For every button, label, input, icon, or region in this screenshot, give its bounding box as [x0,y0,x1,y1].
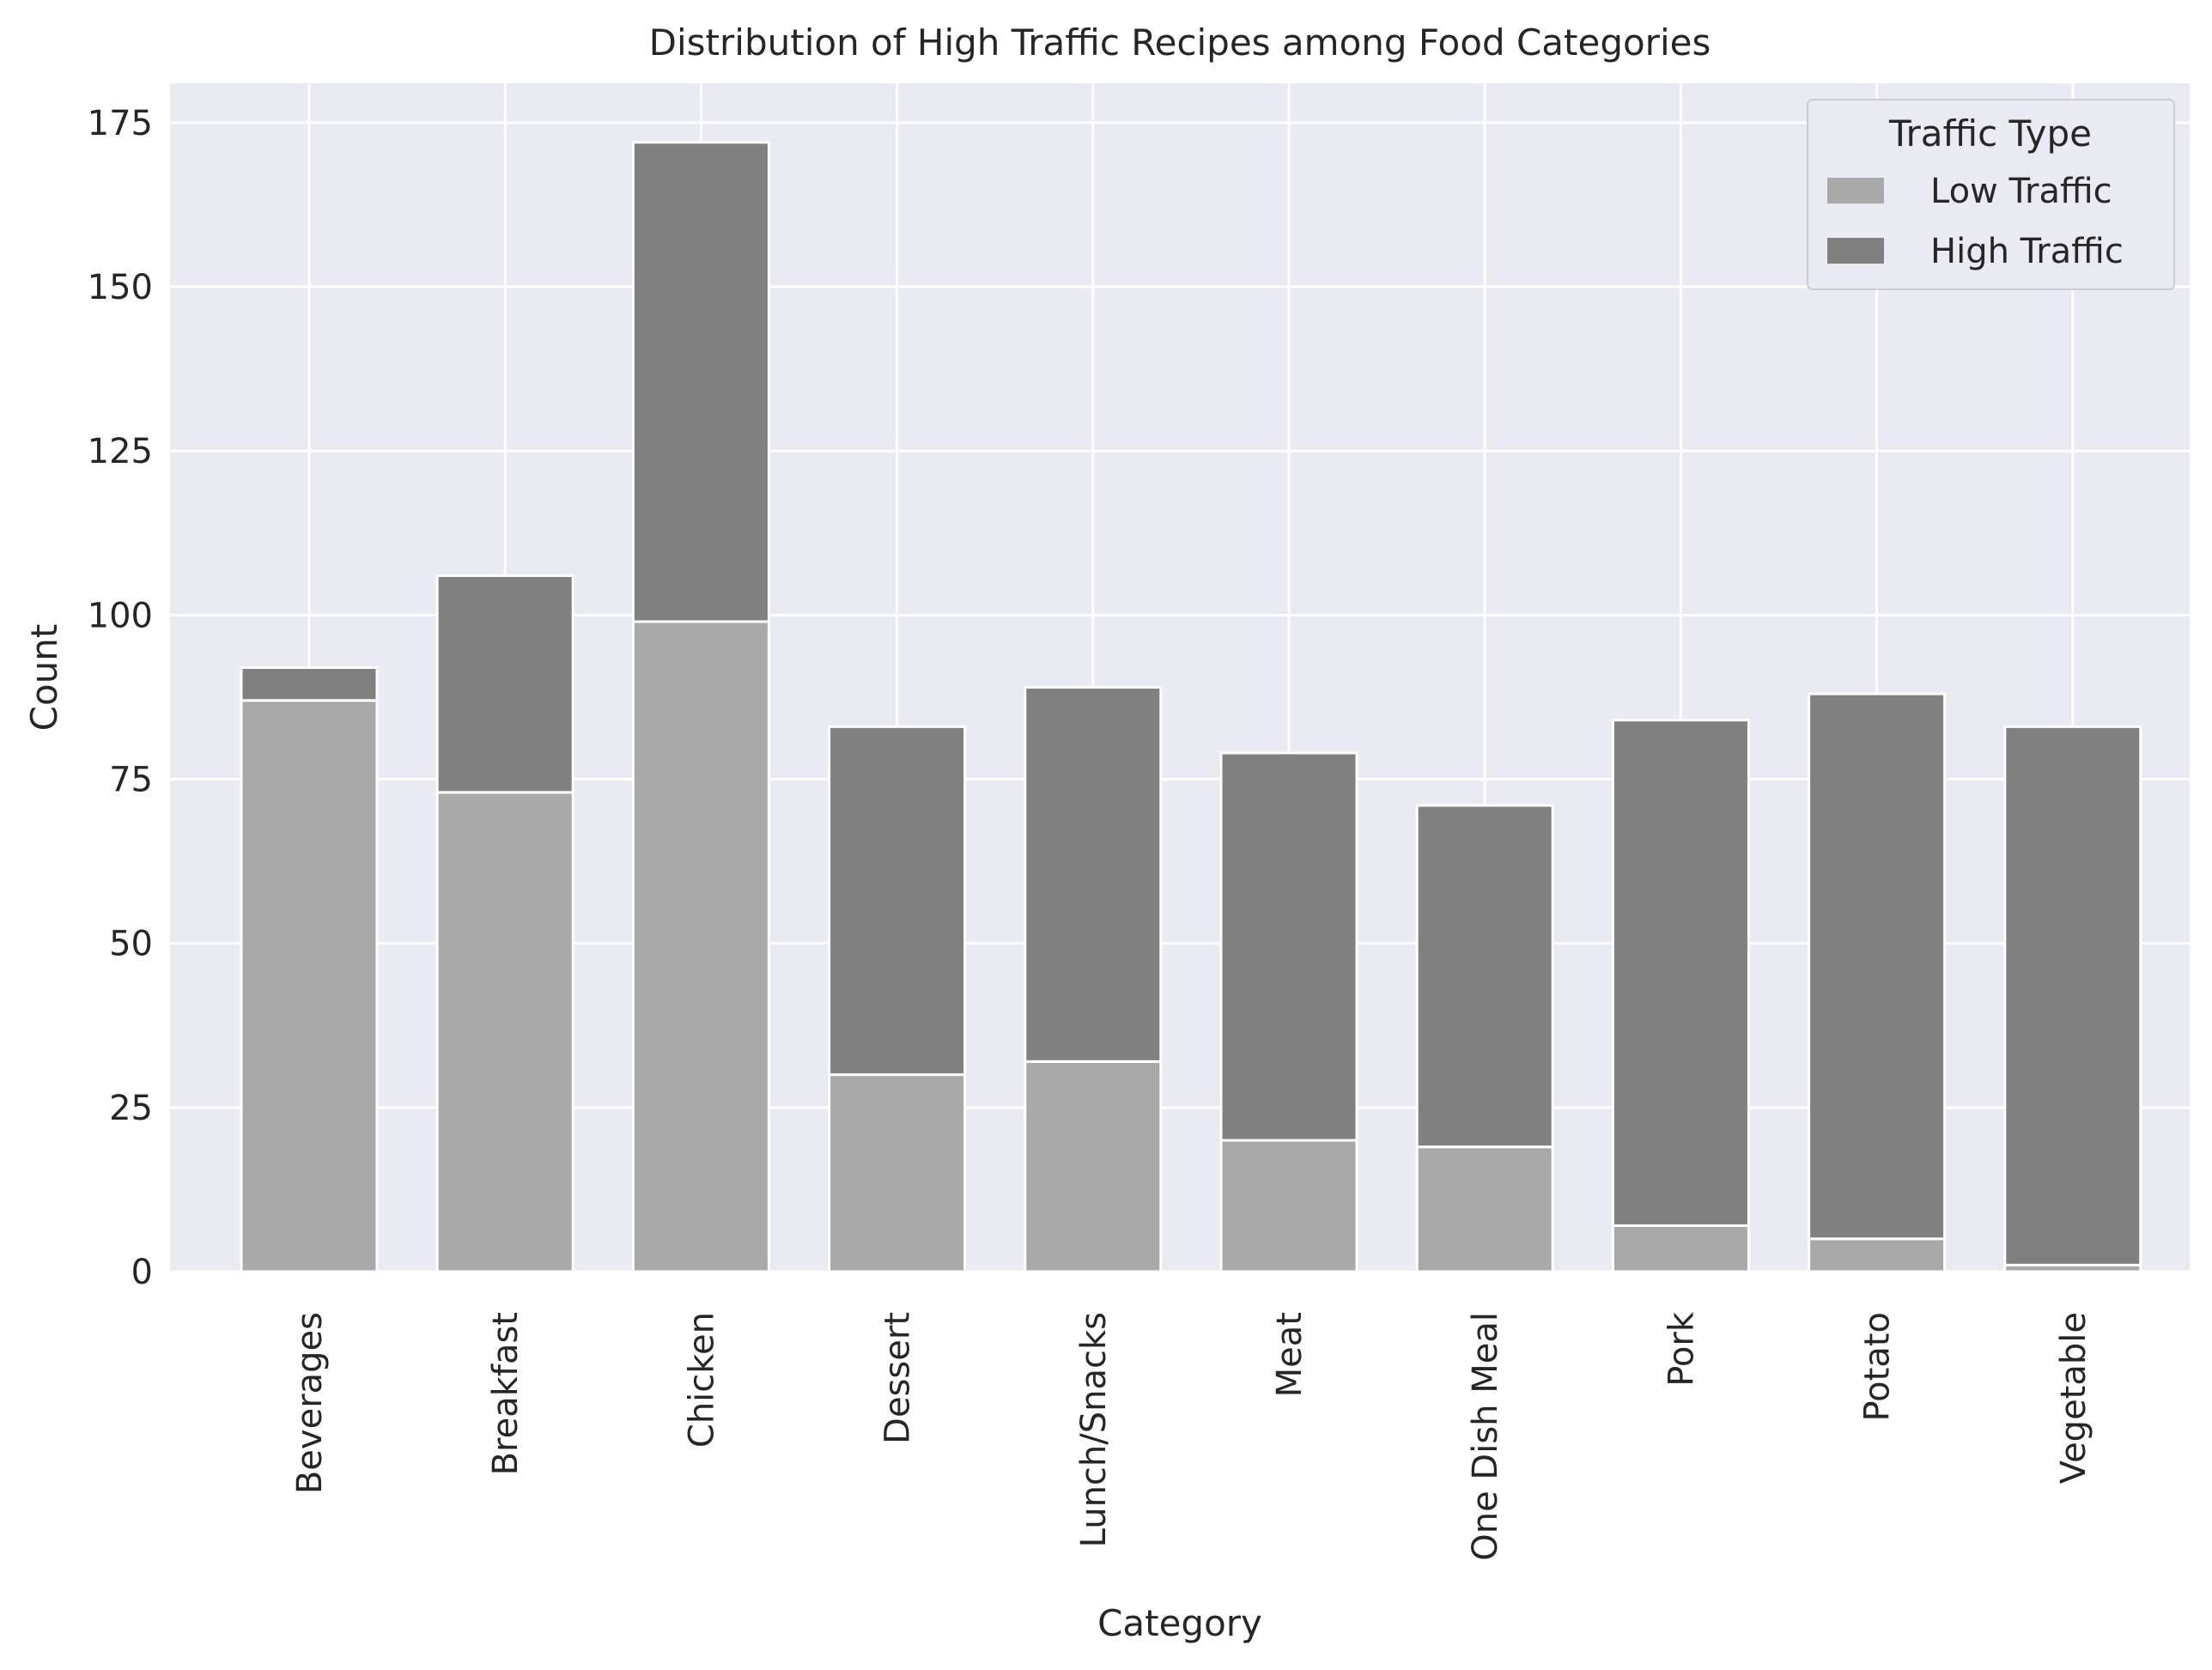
x-tick-label: Breakfast [486,1312,526,1475]
bar-low-traffic [1024,1060,1163,1273]
x-tick-label: Meat [1270,1312,1310,1397]
x-tick-label: Beverages [290,1312,330,1494]
bar-high-traffic [631,141,770,623]
x-axis-label: Category [1097,1602,1262,1644]
bar-low-traffic [240,699,379,1273]
legend-frame [1807,99,2175,290]
y-tick-label: 125 [88,432,153,471]
x-tick-label: Pork [1662,1311,1701,1387]
bar-high-traffic [1024,685,1163,1063]
legend-swatch-low-traffic [1827,178,1884,203]
x-tick-label: Lunch/Snacks [1074,1312,1114,1547]
y-tick-label: 25 [109,1089,153,1128]
bar-low-traffic [1808,1237,1947,1273]
x-tick-label: Vegetable [2054,1312,2094,1484]
bar-high-traffic [435,574,574,794]
legend-swatch-high-traffic [1827,238,1884,264]
legend: Traffic Type Low Traffic High Traffic [1807,99,2175,290]
y-tick-label: 75 [109,761,153,800]
y-tick-label: 175 [88,104,153,143]
x-tick-label: Chicken [682,1312,721,1448]
y-tick-label: 150 [88,268,153,307]
y-axis-label: Count [23,624,65,732]
bar-high-traffic [1219,751,1358,1142]
bar-high-traffic [1808,692,1947,1241]
bar-low-traffic [828,1073,967,1273]
bar-low-traffic [1415,1145,1554,1273]
y-tick-label: 100 [88,596,153,635]
bar-low-traffic [1611,1224,1750,1273]
bar-low-traffic [435,791,574,1273]
y-tick-label: 50 [109,925,153,964]
bar-high-traffic [1611,719,1750,1227]
bar-high-traffic [828,725,967,1077]
bar-high-traffic [240,666,379,702]
bar-high-traffic [2003,725,2142,1266]
bar-low-traffic [631,620,770,1273]
legend-label-low-traffic: Low Traffic [1930,172,2112,211]
x-ticks: Beverages Breakfast Chicken Dessert Lunch/Sn… [290,1311,2094,1561]
bar-low-traffic [1219,1139,1358,1273]
y-tick-label: 0 [131,1253,153,1292]
bars [240,141,2142,1273]
y-ticks: 0 25 50 75 100 125 150 175 [88,104,153,1292]
x-tick-label: Potato [1858,1312,1898,1422]
bar-high-traffic [1415,804,1554,1149]
x-tick-label: One Dish Meal [1466,1312,1505,1561]
x-tick-label: Dessert [878,1312,918,1444]
legend-label-high-traffic: High Traffic [1930,232,2124,271]
legend-title: Traffic Type [1888,112,2092,155]
chart-title: Distribution of High Traffic Recipes amo… [649,21,1711,64]
